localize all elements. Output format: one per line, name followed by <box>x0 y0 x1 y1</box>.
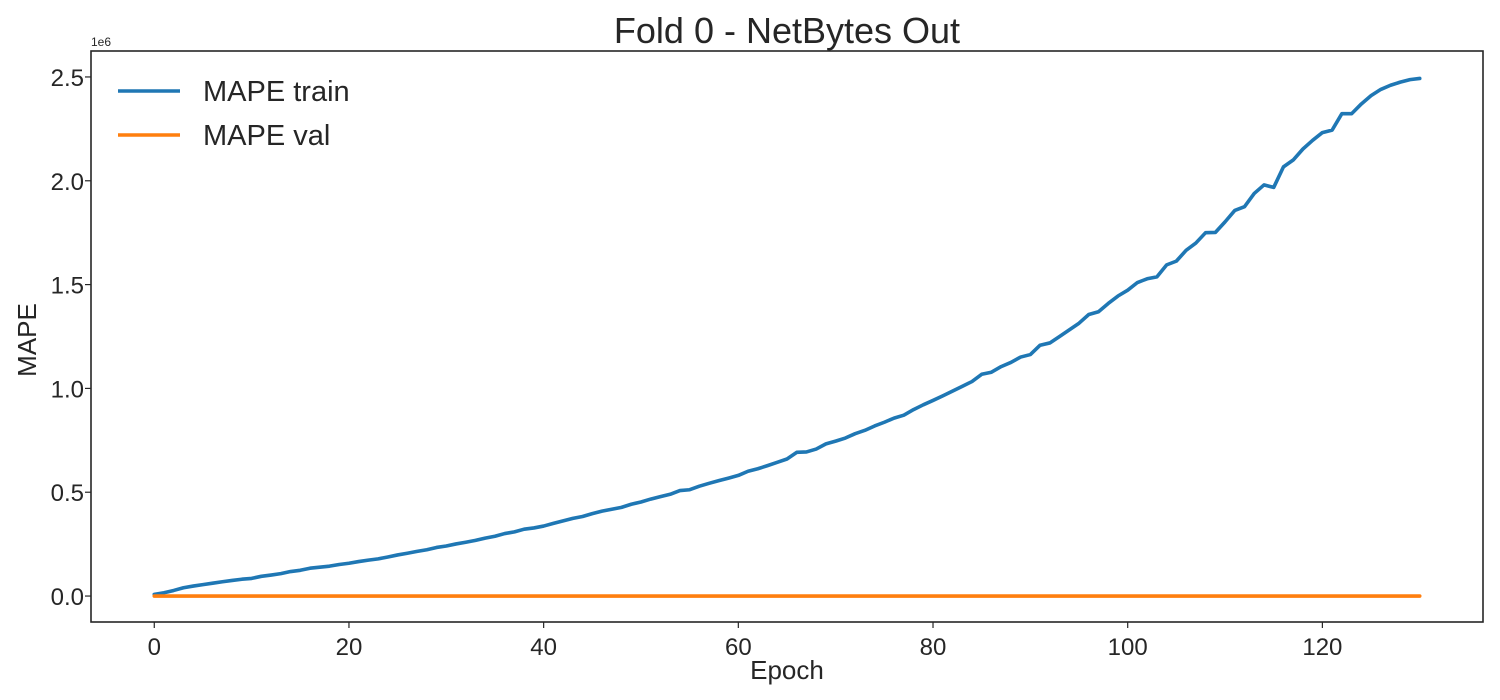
x-tick-label: 40 <box>530 634 557 661</box>
x-tick-label: 80 <box>920 634 947 661</box>
x-tick-label: 100 <box>1108 634 1148 661</box>
y-axis-label: MAPE <box>12 303 42 377</box>
y-tick-label: 2.5 <box>51 65 84 92</box>
plot-lines <box>152 76 1422 598</box>
y-tick-label: 1.0 <box>51 376 84 403</box>
y-tick-label: 2.0 <box>51 169 84 196</box>
x-tick-label: 120 <box>1302 634 1342 661</box>
legend: MAPE train MAPE val <box>118 76 350 152</box>
y-axis: 0.0 0.5 1.0 1.5 2.0 2.5 <box>51 65 91 611</box>
series-line-mape-train <box>152 76 1422 597</box>
y-tick-label: 1.5 <box>51 273 84 300</box>
chart-title: Fold 0 - NetBytes Out <box>614 10 960 51</box>
legend-label-mape-val: MAPE val <box>203 120 330 152</box>
x-axis-label: Epoch <box>750 655 824 685</box>
legend-label-mape-train: MAPE train <box>203 76 350 108</box>
y-tick-label: 0.5 <box>51 480 84 507</box>
y-tick-label: 0.0 <box>51 584 84 611</box>
x-tick-label: 0 <box>148 634 161 661</box>
x-axis: 0 20 40 60 80 100 120 <box>148 622 1342 661</box>
x-tick-label: 20 <box>336 634 363 661</box>
plot-frame <box>90 50 1484 623</box>
y-axis-offset-label: 1e6 <box>91 35 111 49</box>
x-tick-label: 60 <box>725 634 752 661</box>
